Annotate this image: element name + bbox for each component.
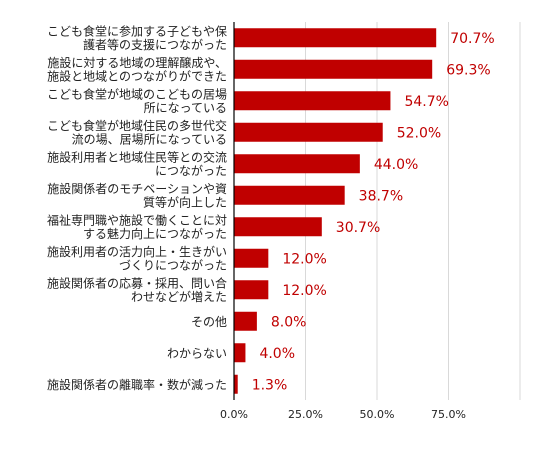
category-label: 施設利用者と地域住民等との交流 [47, 150, 227, 165]
category-label: わからない [167, 346, 227, 360]
data-label: 38.7% [359, 188, 403, 204]
bar [234, 122, 383, 142]
category-label: 護者等の支援につながった [83, 37, 227, 52]
category-label: こども食堂が地域住民の多世代交 [47, 118, 227, 133]
x-tick-label: 75.0% [431, 408, 466, 421]
category-label: づくりにつながった [119, 258, 227, 273]
x-tick-label: 0.0% [220, 408, 248, 421]
category-label: 流の場、居場所になっている [72, 133, 227, 147]
category-label: 質等が向上した [143, 195, 227, 210]
data-label: 30.7% [336, 220, 380, 236]
bar [234, 248, 269, 268]
bar [234, 91, 391, 111]
data-label: 52.0% [397, 125, 441, 141]
x-tick-label: 50.0% [360, 408, 395, 421]
category-label: わせなどが増えた [131, 289, 227, 304]
category-label: 施設に対する地域の理解醸成や、 [47, 55, 227, 70]
bar [234, 374, 238, 394]
category-label: こども食堂に参加する子どもや保 [47, 24, 227, 39]
bar [234, 154, 360, 174]
data-label: 4.0% [259, 346, 295, 362]
category-label: する魅力向上につながった [83, 226, 227, 241]
x-tick-label: 25.0% [288, 408, 323, 421]
category-label: こども食堂が地域のこどもの居場 [47, 87, 227, 102]
bar [234, 217, 322, 237]
bar [234, 185, 345, 205]
bar [234, 311, 257, 331]
category-label: 施設利用者の活力向上・生きがい [47, 244, 227, 259]
bar [234, 280, 269, 300]
data-label: 69.3% [446, 62, 490, 78]
category-label: 福祉専門職や施設で働くことに対 [47, 213, 227, 228]
data-label: 44.0% [374, 157, 418, 173]
bar [234, 343, 246, 363]
data-label: 8.0% [271, 314, 307, 330]
bar [234, 28, 437, 48]
data-label: 54.7% [404, 94, 448, 110]
category-label: 施設と地域とのつながりができた [47, 69, 227, 84]
category-label: 施設関係者の応募・採用、問い合 [47, 276, 227, 291]
data-label: 70.7% [450, 31, 494, 47]
data-label: 12.0% [282, 283, 326, 299]
category-label: その他 [191, 315, 227, 329]
data-label: 1.3% [252, 377, 288, 393]
category-label: 所になっている [144, 101, 227, 115]
category-label: 施設関係者のモチベーションや資 [47, 181, 227, 196]
category-label: 施設関係者の離職率・数が減った [47, 377, 227, 392]
category-label: につながった [155, 163, 227, 178]
bar [234, 59, 433, 79]
data-label: 12.0% [282, 251, 326, 267]
